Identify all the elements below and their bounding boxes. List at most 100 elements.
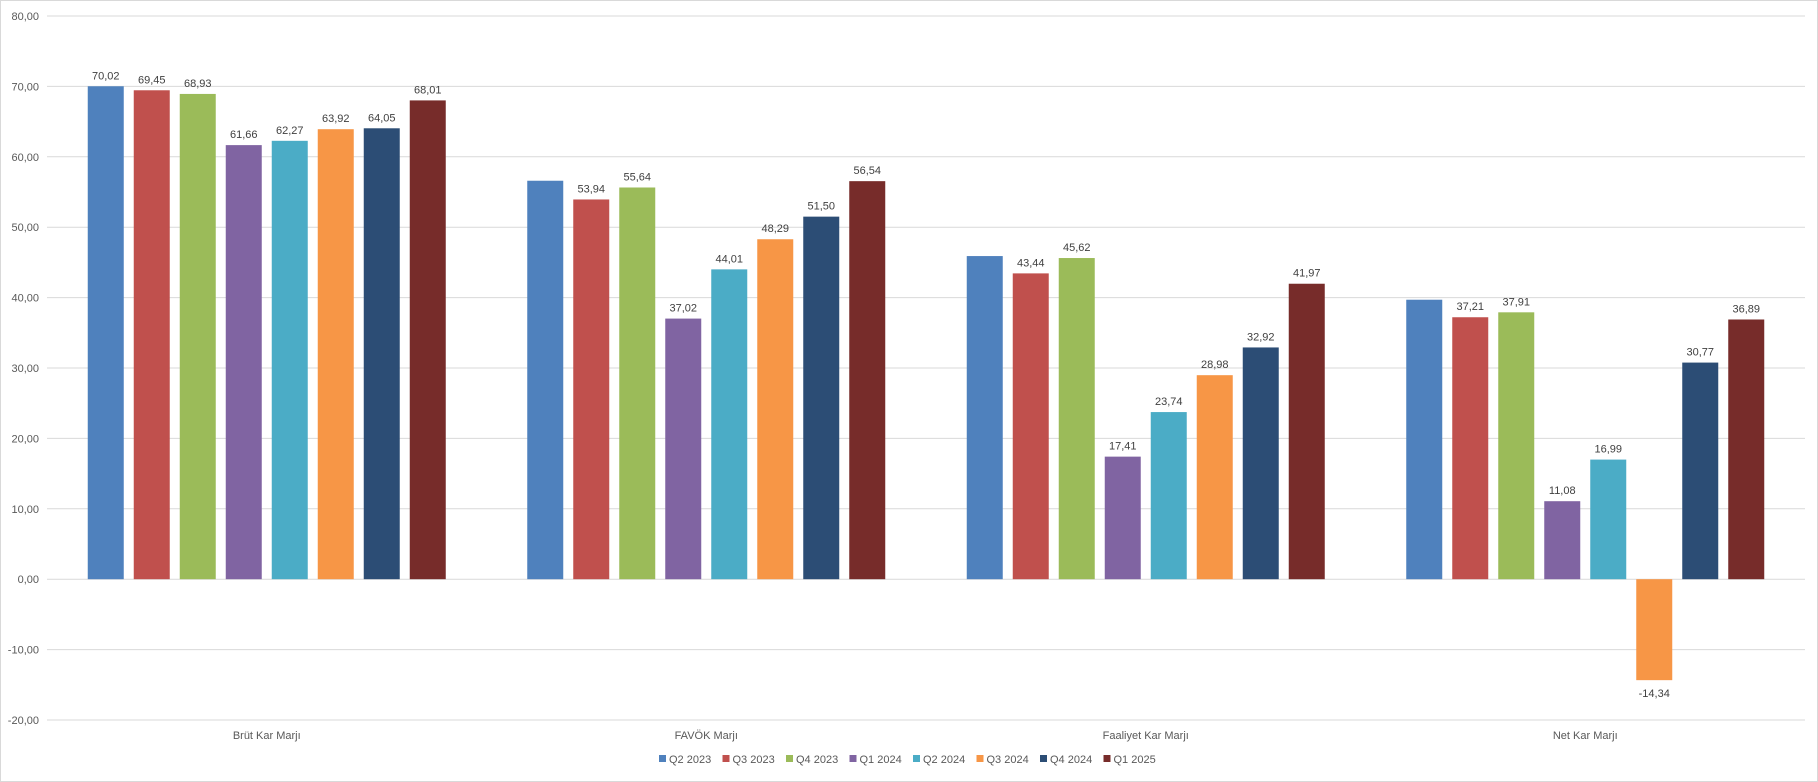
bar <box>225 145 262 580</box>
bar <box>527 180 564 580</box>
data-label: 11,08 <box>1549 485 1576 497</box>
y-tick-label: 80,00 <box>11 11 39 23</box>
data-label: 43,44 <box>1017 257 1045 269</box>
data-label: 16,99 <box>1594 444 1622 456</box>
bar <box>665 318 702 580</box>
legend-swatch <box>849 755 857 762</box>
legend-label: Q3 2024 <box>987 754 1029 766</box>
y-tick-label: 30,00 <box>11 363 39 375</box>
legend-label: Q2 2024 <box>923 754 965 766</box>
legend-swatch <box>1040 755 1047 762</box>
legend-label: Q2 2023 <box>669 754 711 766</box>
bar <box>1058 258 1095 580</box>
data-label: 17,41 <box>1109 441 1137 453</box>
bar <box>573 199 610 580</box>
legend-label: Q1 2025 <box>1114 754 1156 766</box>
y-axis-ticks: 80,00 70,00 60,00 50,00 40,00 30,00 20,00 10,00… <box>8 11 39 727</box>
data-label: 51,50 <box>807 201 835 213</box>
data-label: 62,27 <box>276 125 304 137</box>
data-label: 32,92 <box>1247 331 1275 343</box>
data-label: 41,97 <box>1293 268 1321 280</box>
x-axis-categories: Brüt Kar Marjı FAVÖK Marjı Faaliyet Kar Ma… <box>233 730 1618 742</box>
y-tick-label: -20,00 <box>8 715 39 727</box>
data-label: 23,74 <box>1155 396 1183 408</box>
data-label: -14,34 <box>1639 688 1670 700</box>
legend-label: Q3 2023 <box>733 754 775 766</box>
data-label: 56,54 <box>853 165 881 177</box>
bar <box>757 239 794 580</box>
bar <box>966 256 1003 580</box>
y-tick-label: 0,00 <box>18 574 39 586</box>
category-label: Faaliyet Kar Marjı <box>1103 730 1189 742</box>
bar <box>409 100 446 580</box>
data-label: 30,77 <box>1686 347 1714 359</box>
legend-label: Q4 2024 <box>1050 754 1092 766</box>
legend-swatch <box>913 755 920 762</box>
bar <box>271 140 308 580</box>
data-label: 55,64 <box>623 171 651 183</box>
bar <box>1682 362 1719 580</box>
bar <box>1636 579 1673 681</box>
bar <box>849 181 886 580</box>
bar <box>1544 501 1581 580</box>
bars <box>87 86 1765 681</box>
data-label: 37,91 <box>1502 296 1530 308</box>
bar <box>133 90 170 580</box>
legend-label: Q1 2024 <box>860 754 902 766</box>
category-label: Brüt Kar Marjı <box>233 730 301 742</box>
legend-swatch <box>786 755 793 762</box>
data-label: 48,29 <box>761 223 789 235</box>
bar <box>711 269 748 580</box>
bar <box>803 216 840 580</box>
data-label: 45,62 <box>1063 242 1091 254</box>
data-label: 37,02 <box>669 303 697 315</box>
y-tick-label: 20,00 <box>11 433 39 445</box>
legend-swatch <box>1103 755 1111 762</box>
bar <box>1728 319 1765 580</box>
bar <box>1012 273 1049 580</box>
data-label: 63,92 <box>322 113 350 125</box>
bar <box>1288 283 1325 580</box>
bar <box>317 129 354 580</box>
bar <box>87 86 124 580</box>
y-tick-label: 70,00 <box>11 81 39 93</box>
bar <box>1196 375 1233 580</box>
data-label: 36,89 <box>1732 303 1760 315</box>
legend-swatch <box>659 755 666 762</box>
bar <box>1150 412 1187 580</box>
bar <box>619 187 656 580</box>
data-label: 64,05 <box>368 112 396 124</box>
data-label: 70,02 <box>92 70 120 82</box>
y-tick-label: 40,00 <box>11 293 39 305</box>
legend-swatch <box>976 755 984 762</box>
data-label: 44,01 <box>715 253 743 265</box>
legend: Q2 2023 Q3 2023 Q4 2023 Q1 2024 Q2 2024 Q3 20… <box>659 754 1156 766</box>
bar <box>1242 347 1279 580</box>
gridlines <box>47 15 1805 721</box>
bar <box>1104 456 1141 580</box>
data-label: 37,21 <box>1456 301 1484 313</box>
data-label: 28,98 <box>1201 359 1229 371</box>
bar <box>1452 317 1489 580</box>
legend-swatch <box>722 755 730 762</box>
bar <box>1498 312 1535 580</box>
data-label: 68,01 <box>414 84 442 96</box>
bar <box>363 128 400 580</box>
data-labels: 70,02 69,45 68,93 61,66 62,27 63,92 64,05 68,01… <box>92 70 1760 700</box>
data-label: 68,93 <box>184 78 212 90</box>
bar <box>179 93 216 580</box>
y-tick-label: 60,00 <box>11 152 39 164</box>
data-label: 61,66 <box>230 129 258 141</box>
category-label: FAVÖK Marjı <box>675 730 738 742</box>
y-tick-label: 10,00 <box>11 504 39 516</box>
category-label: Net Kar Marjı <box>1553 730 1618 742</box>
data-label: 53,94 <box>577 183 605 195</box>
y-tick-label: 50,00 <box>11 222 39 234</box>
y-tick-label: -10,00 <box>8 645 39 657</box>
bar <box>1590 459 1627 580</box>
legend-label: Q4 2023 <box>796 754 838 766</box>
bar <box>1406 299 1443 580</box>
data-label: 69,45 <box>138 74 166 86</box>
